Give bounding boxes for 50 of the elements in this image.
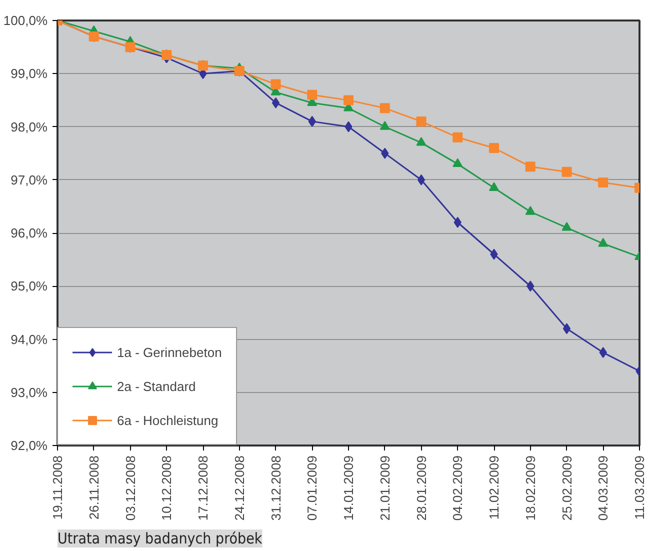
point (562, 222, 572, 231)
point (489, 182, 499, 191)
y-tick-label: 96,0% (10, 226, 48, 240)
x-tick-label: 14.01.2009 (341, 455, 356, 521)
x-tick-label: 11.02.2009 (486, 455, 502, 520)
x-tick-label: 07.01.2009 (304, 455, 320, 521)
point (417, 174, 426, 186)
point (598, 238, 608, 247)
y-tick-label: 92,0% (10, 438, 48, 453)
point (380, 121, 390, 130)
y-tick-label: 93,0% (10, 384, 48, 400)
x-tick-label: 04.03.2009 (596, 455, 611, 521)
point (562, 323, 571, 334)
point (270, 79, 281, 90)
legend-label: 1a - Gerinnebeton (117, 344, 222, 360)
y-tick-label: 95,0% (10, 278, 48, 294)
x-tick-label: 19.11.2008 (50, 455, 65, 520)
x-tick-label: 10.12.2008 (159, 455, 174, 521)
x-tick-label: 17.12.2008 (196, 455, 210, 521)
x-tick-label: 21.01.2009 (377, 455, 392, 521)
point (525, 162, 536, 172)
point (525, 206, 536, 215)
y-tick-label: 98,0% (10, 119, 48, 134)
point (344, 95, 354, 106)
text: Utrata masy badanych próbek (58, 530, 262, 548)
point (272, 97, 280, 108)
y-tick-label: 94,0% (10, 332, 48, 347)
y-tick-label: 100,0% (3, 13, 48, 28)
point (562, 166, 572, 177)
x-tick-label: 18.02.2009 (522, 455, 538, 521)
point (452, 158, 463, 168)
x-tick-label: 25.02.2009 (559, 455, 574, 521)
x-tick-label: 11.03.2009 (632, 455, 647, 520)
x-tick-label: 03.12.2008 (122, 455, 138, 521)
legend-label: 2a - Standard (117, 378, 196, 394)
x-tick-label: 28.01.2009 (414, 455, 429, 521)
x-tick-label: 04.02.2009 (450, 455, 466, 521)
point (307, 90, 318, 100)
point (416, 116, 426, 126)
point (416, 136, 426, 146)
x-tick-label: 26.11.2008 (86, 455, 102, 520)
y-tick-label: 99,0% (10, 66, 48, 82)
point (452, 132, 463, 142)
point (489, 143, 499, 153)
point (598, 178, 608, 188)
x-tick-label: 31.12.2008 (268, 455, 284, 521)
x-tick-label: 24.12.2008 (232, 455, 247, 521)
legend-label: 6a - Hochleistung (117, 412, 218, 428)
point (380, 103, 390, 114)
y-tick-label: 97,0% (10, 172, 48, 188)
